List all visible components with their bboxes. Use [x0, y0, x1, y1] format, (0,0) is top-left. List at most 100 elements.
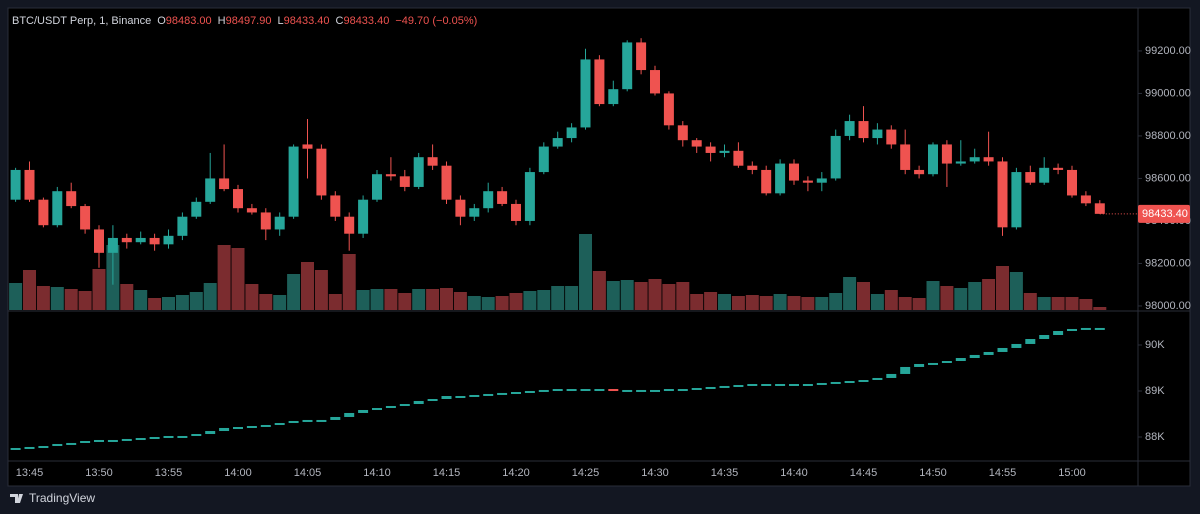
indicator-bar — [705, 386, 716, 389]
volume-bar — [996, 266, 1009, 310]
volume-bar — [579, 234, 592, 310]
volume-bar — [829, 293, 843, 310]
indicator-bar — [260, 424, 271, 427]
x-tick-label: 14:45 — [850, 467, 878, 479]
candle-body — [1025, 172, 1036, 183]
candle-body — [344, 216, 355, 234]
candle-body — [900, 144, 911, 170]
indicator-bar — [608, 389, 619, 392]
candle-body — [246, 208, 257, 213]
volume-bar — [273, 295, 287, 310]
volume-bar — [1093, 307, 1107, 310]
candle-body — [594, 59, 605, 105]
indicator-bar — [719, 385, 730, 388]
volume-bar — [412, 289, 426, 310]
indicator-bar — [511, 392, 521, 395]
candle-body — [816, 178, 827, 183]
x-tick-label: 15:00 — [1058, 467, 1086, 479]
header: BTC/USDT Perp, 1, Binance O98483.00 H98497… — [12, 15, 477, 27]
volume-bar — [940, 286, 954, 310]
volume-bar — [815, 297, 829, 310]
volume-bar — [551, 286, 565, 310]
volume-bar — [1023, 293, 1037, 310]
candle-body — [914, 169, 925, 175]
candle-body — [399, 176, 410, 187]
indicator-bar — [538, 389, 549, 392]
candle-body — [1067, 169, 1077, 196]
indicator-bar — [816, 382, 827, 385]
x-tick-label: 14:40 — [780, 467, 808, 479]
brand: TradingView — [10, 491, 95, 505]
volume-bar — [731, 296, 745, 310]
legend-value: 98433.40 — [284, 15, 330, 27]
volume-bar — [314, 270, 328, 310]
marks — [9, 38, 1138, 450]
volume-bar — [787, 296, 801, 310]
brand-name: TradingView — [29, 491, 95, 505]
indicator-bar — [191, 434, 202, 437]
indicator-bar — [94, 439, 104, 442]
indicator-bar — [858, 379, 869, 382]
candle-body — [636, 42, 647, 71]
candle-body — [66, 191, 77, 207]
legend-label: O — [157, 15, 166, 27]
candle-body — [163, 235, 174, 245]
candle-body — [622, 42, 633, 90]
candle-body — [219, 178, 230, 190]
candle-body — [1080, 195, 1091, 204]
volume-bar — [259, 294, 273, 310]
indicator-bar — [580, 389, 591, 392]
indicator-bar — [205, 431, 216, 435]
indicator-bar — [163, 435, 174, 438]
volume-bar — [481, 297, 495, 310]
indicator-bar — [385, 405, 396, 409]
indicator-bar — [427, 398, 438, 401]
candle-body — [358, 199, 369, 234]
candle-body — [10, 169, 21, 200]
y-tick-label: 98800.00 — [1145, 130, 1191, 142]
candle-body — [928, 144, 938, 175]
volume-bar — [634, 282, 648, 310]
x-tick-label: 14:15 — [433, 467, 461, 479]
volume-bar — [370, 289, 384, 310]
volume-bar — [1079, 299, 1093, 310]
indicator-bar — [344, 412, 355, 417]
volume-bar — [773, 294, 787, 310]
candle-body — [233, 189, 243, 209]
volume-bar — [718, 294, 731, 310]
candle-body — [566, 127, 577, 139]
volume-bar — [620, 280, 634, 310]
indicator-bar — [886, 373, 897, 378]
candle-body — [455, 199, 466, 217]
candle-body — [872, 129, 883, 139]
candle-body — [1039, 167, 1050, 183]
candle-body — [997, 161, 1008, 228]
indicator-bar — [844, 381, 855, 384]
volume-bar — [50, 287, 64, 310]
volume-bar — [884, 290, 898, 310]
candle-body — [205, 178, 216, 202]
x-tick-label: 14:35 — [711, 467, 739, 479]
volume-bar — [662, 284, 676, 310]
volume-bar — [968, 282, 982, 310]
volume-bar — [1009, 272, 1023, 310]
candle-body — [650, 70, 660, 94]
volume-bar — [926, 281, 940, 310]
candle-body — [677, 125, 688, 141]
volume-bar — [148, 298, 162, 310]
candle-body — [580, 59, 591, 128]
indicator-bar — [775, 383, 786, 386]
candle-body — [260, 212, 271, 230]
volume-bar — [162, 297, 175, 310]
candle-body — [191, 201, 202, 217]
indicator-bar — [622, 389, 633, 392]
x-tick-label: 14:55 — [989, 467, 1017, 479]
volume-bar — [982, 279, 996, 310]
indicator-bar — [455, 396, 466, 399]
indicator-bar — [441, 396, 452, 399]
candle-body — [274, 216, 285, 230]
volume-bar — [912, 298, 926, 310]
indicator-bar — [872, 377, 883, 380]
brand-logo — [10, 494, 23, 503]
